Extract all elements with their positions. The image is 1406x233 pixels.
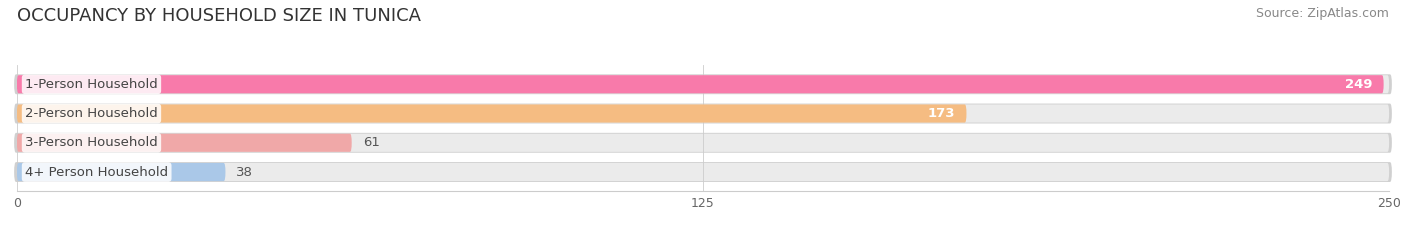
FancyBboxPatch shape [17, 163, 1389, 181]
FancyBboxPatch shape [14, 74, 1392, 94]
FancyBboxPatch shape [17, 75, 1384, 93]
FancyBboxPatch shape [14, 133, 1392, 153]
FancyBboxPatch shape [17, 104, 966, 123]
Text: 2-Person Household: 2-Person Household [25, 107, 157, 120]
Text: Source: ZipAtlas.com: Source: ZipAtlas.com [1256, 7, 1389, 20]
FancyBboxPatch shape [17, 104, 1389, 123]
FancyBboxPatch shape [17, 163, 225, 181]
Text: 3-Person Household: 3-Person Household [25, 136, 157, 149]
Text: 1-Person Household: 1-Person Household [25, 78, 157, 91]
FancyBboxPatch shape [14, 104, 1392, 123]
Text: 249: 249 [1346, 78, 1372, 91]
FancyBboxPatch shape [17, 134, 352, 152]
Text: 61: 61 [363, 136, 380, 149]
FancyBboxPatch shape [14, 162, 1392, 182]
Text: 4+ Person Household: 4+ Person Household [25, 165, 169, 178]
FancyBboxPatch shape [17, 75, 1389, 93]
FancyBboxPatch shape [17, 134, 1389, 152]
Text: OCCUPANCY BY HOUSEHOLD SIZE IN TUNICA: OCCUPANCY BY HOUSEHOLD SIZE IN TUNICA [17, 7, 420, 25]
Text: 173: 173 [928, 107, 956, 120]
Text: 38: 38 [236, 165, 253, 178]
